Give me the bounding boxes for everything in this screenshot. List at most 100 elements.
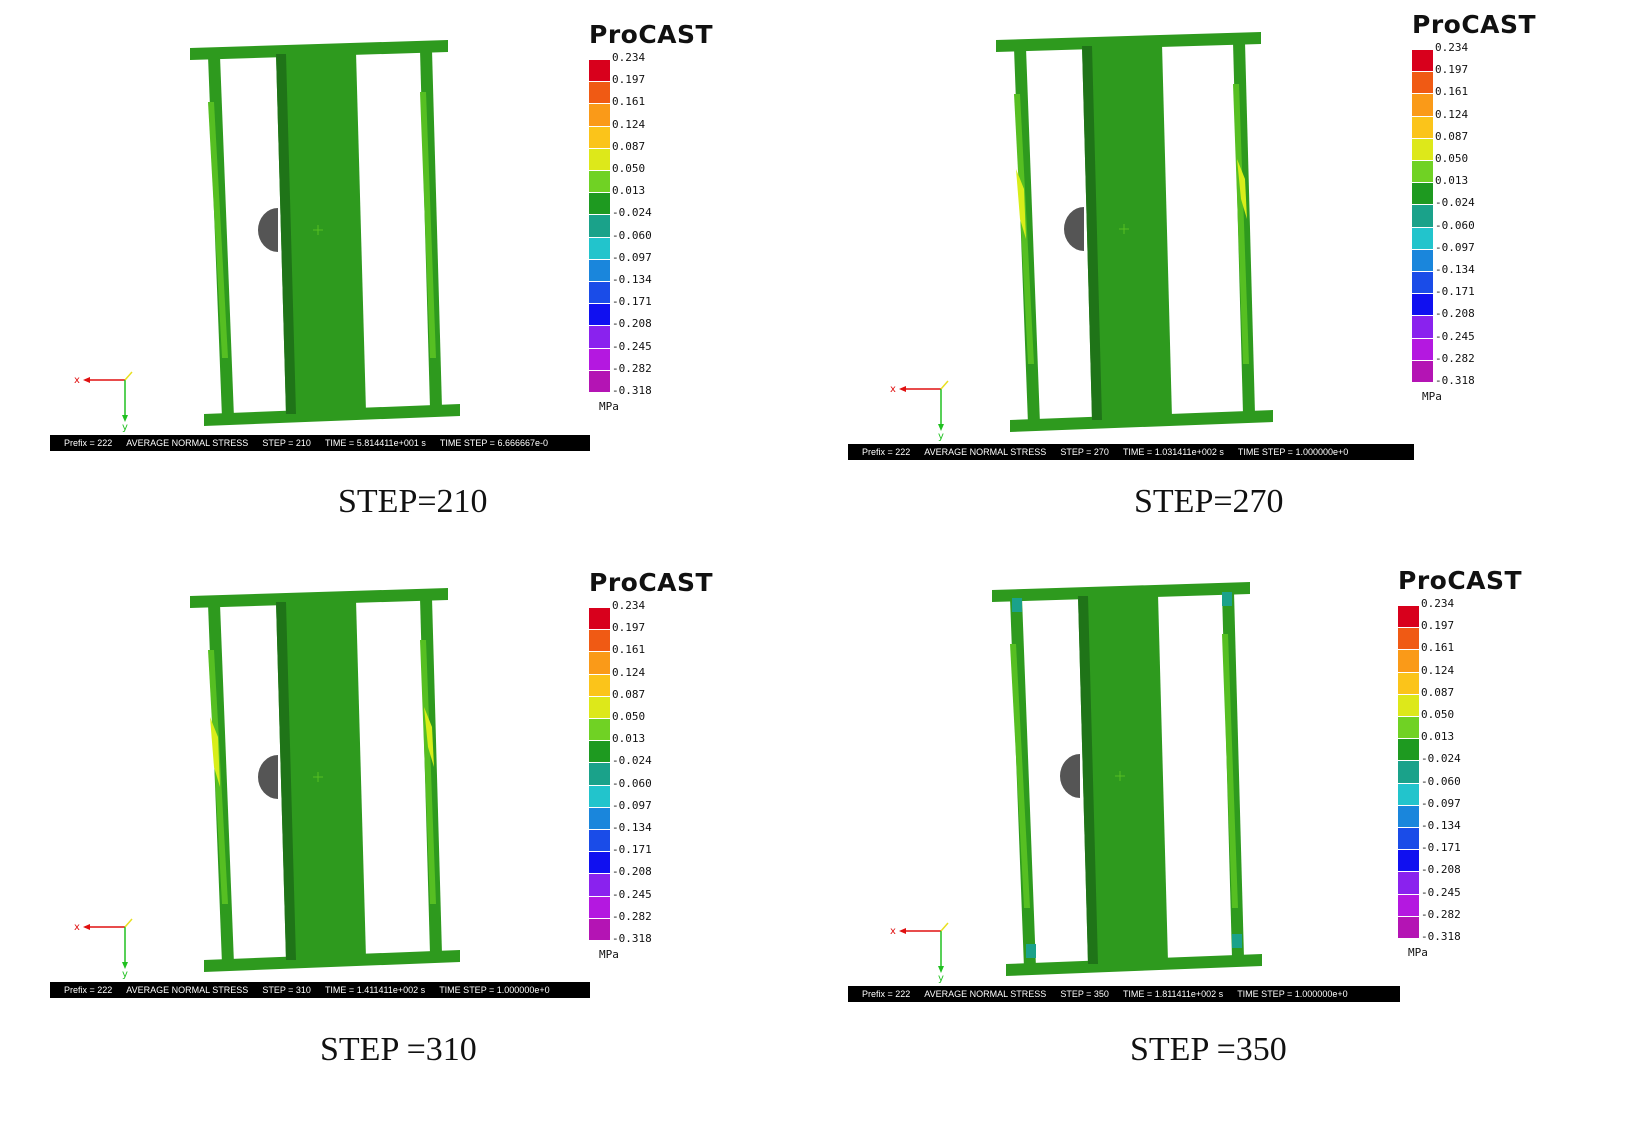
legend-swatch	[589, 326, 610, 348]
hole	[1060, 754, 1080, 798]
legend-swatch	[1398, 628, 1419, 650]
legend-tick-label: -0.245	[1435, 329, 1475, 343]
x-axis-label: x	[74, 922, 80, 933]
legend-swatch	[589, 304, 610, 326]
legend-tick-label: 0.013	[1421, 730, 1455, 744]
mesh-view: xy	[890, 32, 1273, 442]
legend-swatch	[589, 785, 610, 807]
legend-tick-label: 0.087	[1435, 129, 1469, 143]
status-quantity: AVERAGE NORMAL STRESS	[126, 985, 249, 995]
legend-tick-label: 0.161	[612, 95, 646, 109]
legend-swatch	[1398, 672, 1419, 694]
legend-swatch	[1412, 272, 1433, 294]
legend-tick-label: 0.050	[1435, 152, 1469, 165]
legend-tick-label: -0.282	[612, 909, 652, 923]
hole	[1064, 207, 1084, 251]
status-time: TIME = 1.411411e+002 s	[324, 985, 426, 995]
legend-swatch	[589, 874, 610, 896]
x-axis-head	[899, 928, 906, 934]
legend-unit: MPa	[1422, 390, 1442, 404]
right-post-gradient	[1222, 634, 1238, 908]
legend-swatch	[1398, 650, 1419, 672]
status-time-step: TIME STEP = 6.666667e-0	[439, 438, 548, 448]
status-time-step: TIME STEP = 1.000000e+0	[439, 985, 550, 995]
center-body-shadow	[276, 54, 296, 414]
legend-swatch	[589, 852, 610, 874]
legend-tick-label: 0.197	[612, 621, 646, 635]
legend-tick-label: 0.013	[612, 732, 646, 746]
result-panel-step-270: x y ProCAST 0.234 0.197 0.161 0.124 0.087 0.050 0…	[816, 0, 1632, 560]
legend-swatch	[589, 60, 610, 82]
status-bar: Prefix = 222 AVERAGE NORMAL STRESS STEP = …	[50, 982, 590, 998]
corner-teal-zone-2	[1026, 944, 1036, 958]
z-axis-arrow	[124, 371, 133, 381]
legend-swatch	[589, 193, 610, 215]
legend-swatch	[589, 763, 610, 785]
x-axis-head	[83, 924, 90, 930]
legend-tick-label: -0.024	[612, 206, 652, 220]
hole	[258, 208, 278, 252]
z-axis-arrow	[940, 922, 949, 932]
right-post-gradient	[420, 92, 436, 358]
legend-tick-label: -0.245	[612, 339, 652, 353]
legend-swatch	[589, 719, 610, 741]
status-quantity: AVERAGE NORMAL STRESS	[126, 438, 249, 448]
x-axis-label: x	[890, 926, 896, 937]
legend-swatch	[589, 282, 610, 304]
legend-swatch	[589, 608, 610, 630]
y-axis-head	[938, 424, 944, 431]
legend-swatch	[589, 259, 610, 281]
corner-teal-zone-0	[1012, 598, 1022, 612]
result-panel-step-210: x y ProCAST 0.234 0.197 0.161 0.124 0.087 0.050 0…	[0, 0, 816, 560]
top-flange	[992, 582, 1250, 602]
legend-swatch	[589, 126, 610, 148]
legend-unit: MPa	[599, 400, 619, 414]
step-caption: STEP=210	[338, 483, 488, 520]
stress-color-legend: 0.234 0.197 0.161 0.124 0.087 0.050 0.013 -0.02…	[1398, 598, 1488, 978]
procast-logo: ProCAST	[589, 568, 714, 597]
y-axis-label: y	[938, 431, 944, 442]
center-body-shadow	[1078, 596, 1098, 964]
legend-swatch	[1412, 205, 1433, 227]
status-step: STEP = 310	[262, 985, 311, 995]
legend-tick-label: 0.197	[1435, 63, 1469, 77]
legend-tick-label: 0.234	[1421, 597, 1455, 610]
status-step: STEP = 350	[1060, 989, 1109, 999]
x-axis-label: x	[890, 384, 896, 395]
step-caption: STEP=270	[1134, 483, 1284, 520]
legend-swatch	[589, 148, 610, 170]
legend-tick-label: 0.234	[1435, 41, 1469, 54]
legend-tick-label: 0.087	[1421, 685, 1455, 699]
legend-tick-label: 0.161	[1435, 85, 1469, 99]
legend-swatch	[589, 807, 610, 829]
status-quantity: AVERAGE NORMAL STRESS	[924, 989, 1047, 999]
status-time: TIME = 1.811411e+002 s	[1122, 989, 1224, 999]
legend-swatch	[1412, 138, 1433, 160]
legend-unit: MPa	[599, 948, 619, 962]
legend-tick-label: -0.282	[612, 361, 652, 375]
legend-swatch	[589, 370, 610, 392]
legend-swatch	[1412, 294, 1433, 316]
top-flange	[190, 40, 448, 60]
legend-swatch	[1412, 116, 1433, 138]
procast-logo: ProCAST	[1398, 566, 1523, 595]
legend-tick-label: -0.171	[612, 843, 652, 857]
legend-tick-label: -0.024	[1435, 196, 1475, 210]
legend-tick-label: -0.060	[1435, 218, 1475, 232]
legend-tick-label: -0.024	[612, 754, 652, 768]
center-body	[1078, 594, 1168, 964]
left-yellow-zone	[1016, 169, 1026, 239]
legend-swatch	[1398, 717, 1419, 739]
legend-swatch	[1398, 872, 1419, 894]
legend-tick-label: -0.318	[1421, 930, 1461, 943]
legend-swatch	[589, 348, 610, 370]
stress-color-legend: 0.234 0.197 0.161 0.124 0.087 0.050 0.013 -0.02…	[1412, 42, 1502, 422]
bottom-flange	[1010, 410, 1273, 432]
legend-tick-label: 0.197	[1421, 619, 1455, 633]
legend-swatch	[589, 652, 610, 674]
legend-swatch	[589, 82, 610, 104]
status-bar: Prefix = 222 AVERAGE NORMAL STRESS STEP = …	[848, 444, 1414, 460]
mesh-view: xy	[74, 588, 460, 980]
legend-swatch	[1412, 161, 1433, 183]
legend-tick-label: -0.097	[1421, 796, 1461, 810]
